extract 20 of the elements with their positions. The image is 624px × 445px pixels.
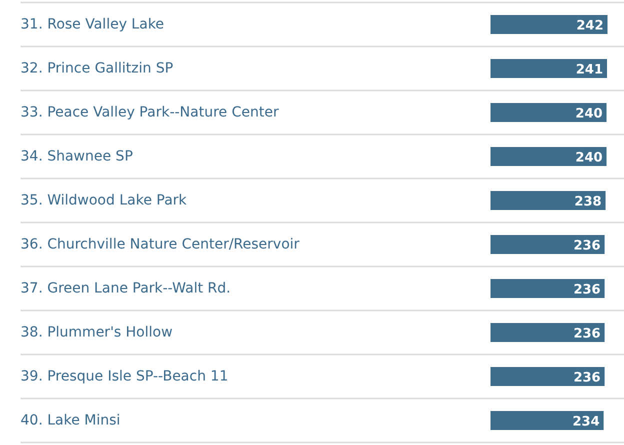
data-label: 236 bbox=[573, 370, 601, 386]
data-label: 236 bbox=[573, 238, 601, 254]
data-label: 236 bbox=[573, 326, 601, 342]
data-label: 242 bbox=[576, 18, 604, 34]
data-label: 236 bbox=[573, 282, 601, 298]
y-tick-label: 37. Green Lane Park--Walt Rd. bbox=[20, 280, 231, 296]
y-tick-label: 39. Presque Isle SP--Beach 11 bbox=[20, 368, 228, 384]
y-tick-label: 36. Churchville Nature Center/Reservoir bbox=[20, 236, 300, 252]
y-tick-label: 40. Lake Minsi bbox=[20, 412, 120, 428]
data-label: 240 bbox=[575, 106, 603, 122]
y-tick-label: 31. Rose Valley Lake bbox=[20, 16, 164, 32]
y-tick-label: 35. Wildwood Lake Park bbox=[20, 192, 188, 208]
y-tick-label: 33. Peace Valley Park--Nature Center bbox=[20, 104, 279, 120]
data-label: 241 bbox=[576, 62, 604, 78]
y-tick-label: 38. Plummer's Hollow bbox=[20, 324, 173, 340]
data-label: 234 bbox=[572, 414, 600, 430]
data-label: 238 bbox=[574, 194, 602, 210]
y-tick-label: 32. Prince Gallitzin SP bbox=[20, 60, 174, 76]
y-tick-label: 34. Shawnee SP bbox=[20, 148, 133, 164]
data-label: 240 bbox=[575, 150, 603, 166]
